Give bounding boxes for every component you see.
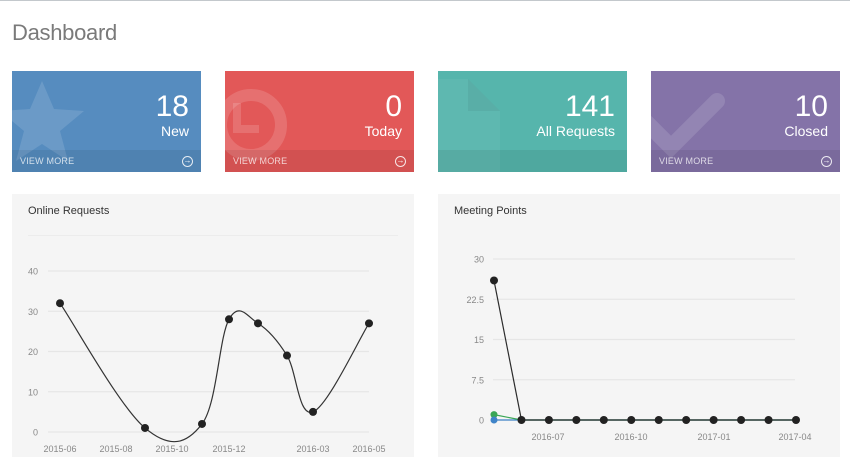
data-point <box>764 416 773 424</box>
view-more-link[interactable]: VIEW MORE → <box>225 150 414 172</box>
x-tick-label: 2015-06 <box>43 444 76 454</box>
panel-title: Online Requests <box>28 205 110 217</box>
y-tick-label: 30 <box>474 255 484 265</box>
stat-value: 18 <box>155 90 189 123</box>
online-requests-panel: Online Requests 0 10 20 30 40 2015-06 2015-08 2… <box>12 194 414 457</box>
view-more-label: VIEW MORE <box>659 156 714 166</box>
x-tick-label: 2016-10 <box>614 432 647 442</box>
y-tick-label: 0 <box>479 416 484 426</box>
stat-card-all-requests[interactable]: 141 All Requests <box>438 71 627 172</box>
y-tick-label: 40 <box>28 267 38 277</box>
arrow-circle-right-icon: → <box>821 155 832 167</box>
data-point <box>654 416 663 424</box>
data-point <box>709 416 718 424</box>
stat-card-new[interactable]: 18 New VIEW MORE → <box>12 71 201 172</box>
data-point <box>141 423 149 432</box>
panel-title: Meeting Points <box>454 205 527 217</box>
data-point <box>283 351 291 360</box>
view-more-label: VIEW MORE <box>20 156 75 166</box>
view-more-link[interactable] <box>438 150 627 172</box>
x-tick-label: 2015-12 <box>212 444 245 454</box>
online-requests-chart[interactable]: 0 10 20 30 40 2015-06 2015-08 2015-10 2015-12 201… <box>12 194 414 457</box>
x-tick-label: 2016-05 <box>352 444 385 454</box>
data-point <box>198 419 206 428</box>
data-point <box>490 416 498 424</box>
stat-value: 10 <box>794 90 828 123</box>
arrow-circle-right-icon: → <box>395 155 406 167</box>
view-more-link[interactable]: VIEW MORE → <box>651 150 840 172</box>
x-tick-label: 2017-01 <box>697 432 730 442</box>
page-title: Dashboard <box>12 20 117 45</box>
stat-label: All Requests <box>536 123 615 139</box>
clock-icon <box>225 89 287 161</box>
x-tick-label: 2016-07 <box>531 432 564 442</box>
stat-card-closed[interactable]: 10 Closed VIEW MORE → <box>651 71 840 172</box>
check-icon <box>651 93 725 159</box>
stat-card-today[interactable]: 0 Today VIEW MORE → <box>225 71 414 172</box>
data-point <box>544 416 553 424</box>
y-tick-label: 20 <box>28 347 38 357</box>
stat-value: 141 <box>564 90 615 123</box>
x-tick-label: 2015-08 <box>99 444 132 454</box>
meeting-points-panel: Meeting Points 0 7.5 15 22.5 30 2016-07 2016-1… <box>438 194 840 457</box>
data-point <box>365 319 373 328</box>
x-tick-label: 2015-10 <box>155 444 188 454</box>
divider <box>28 235 398 236</box>
data-point <box>572 416 581 424</box>
star-icon <box>12 81 84 161</box>
data-point <box>627 416 636 424</box>
data-point <box>517 416 526 424</box>
data-point <box>490 276 498 285</box>
stat-label: New <box>160 123 189 139</box>
stat-value: 0 <box>385 90 402 123</box>
y-tick-label: 0 <box>33 428 38 438</box>
data-point <box>309 407 317 416</box>
x-tick-label: 2016-03 <box>296 444 329 454</box>
meeting-points-chart[interactable]: 0 7.5 15 22.5 30 2016-07 2016-10 2017-01 2017-04 <box>438 194 840 457</box>
data-point <box>737 416 746 424</box>
view-more-link[interactable]: VIEW MORE → <box>12 150 201 172</box>
data-point <box>490 411 498 419</box>
stat-label: Today <box>364 123 402 139</box>
y-tick-label: 22.5 <box>466 295 484 305</box>
y-tick-label: 15 <box>474 335 484 345</box>
stat-label: Closed <box>784 123 828 139</box>
data-point <box>599 416 608 424</box>
file-icon <box>438 79 500 172</box>
arrow-circle-right-icon: → <box>182 155 193 167</box>
x-tick-label: 2017-04 <box>778 432 811 442</box>
top-border <box>0 0 850 1</box>
y-tick-label: 7.5 <box>471 375 484 385</box>
y-tick-label: 10 <box>28 387 38 397</box>
data-point <box>56 299 64 308</box>
data-point <box>254 319 262 328</box>
y-tick-label: 30 <box>28 307 38 317</box>
data-point <box>682 416 691 424</box>
view-more-label: VIEW MORE <box>233 156 288 166</box>
data-point <box>225 315 233 324</box>
data-point <box>792 416 800 424</box>
